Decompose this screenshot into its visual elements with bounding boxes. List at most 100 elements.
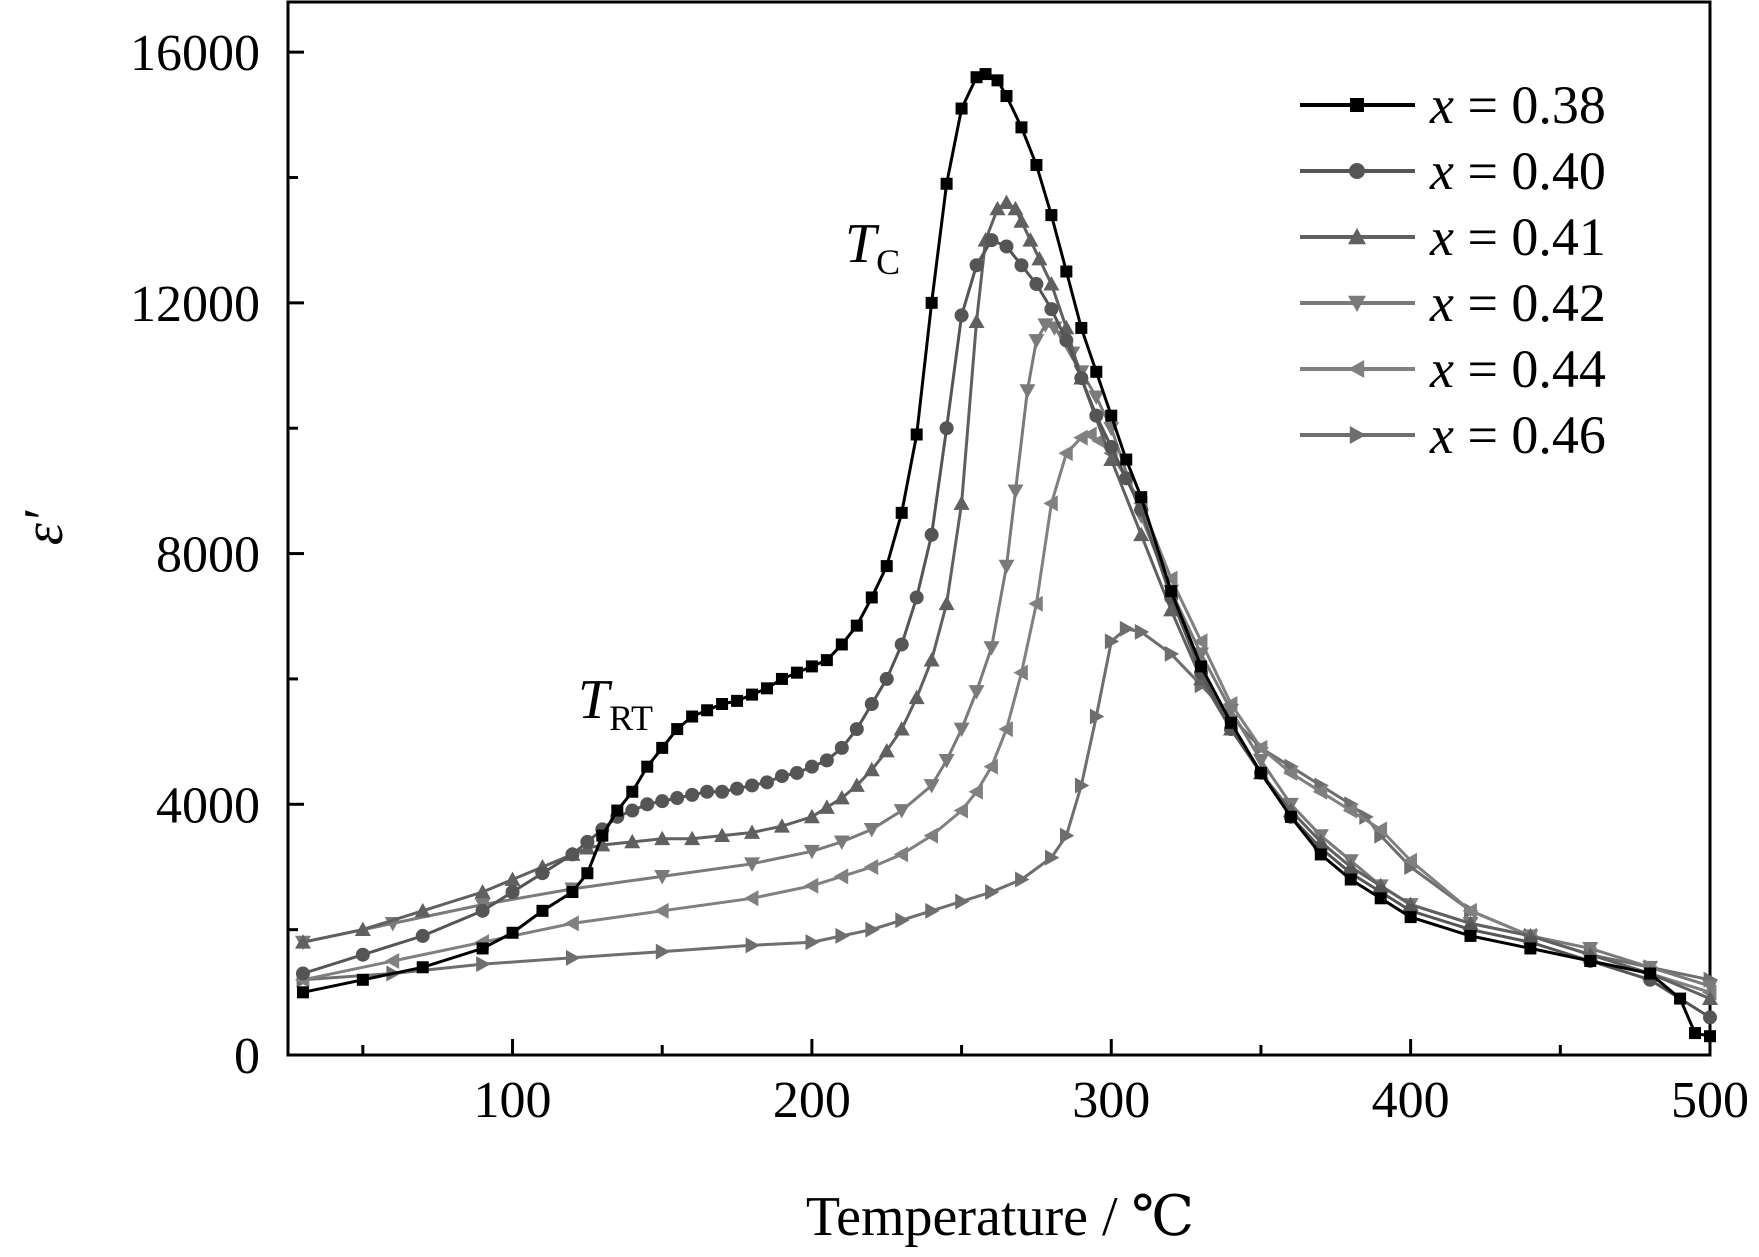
legend-marker [1350, 98, 1364, 112]
data-point [701, 704, 714, 717]
data-point [924, 527, 939, 542]
data-point [998, 721, 1013, 738]
data-point [686, 710, 699, 723]
data-point [759, 775, 774, 790]
legend-val: = 0.40 [1454, 141, 1606, 201]
data-point [1119, 620, 1135, 637]
data-point [1082, 426, 1097, 443]
data-point [833, 868, 849, 885]
data-point [989, 200, 1006, 216]
data-point [983, 641, 1000, 656]
y-tick-label: 4000 [156, 777, 260, 834]
data-point [580, 834, 595, 849]
legend-var: x [1429, 75, 1454, 135]
data-point [938, 754, 955, 769]
data-point [1059, 827, 1075, 844]
data-point [1312, 783, 1328, 800]
data-point [1163, 570, 1178, 587]
legend-var: x [1429, 207, 1454, 267]
data-point [773, 818, 790, 833]
data-point [803, 844, 820, 860]
data-point [938, 595, 955, 611]
data-point [953, 802, 968, 819]
data-point [626, 785, 639, 798]
data-point [611, 804, 624, 817]
data-point [354, 921, 371, 937]
data-point [1584, 954, 1597, 967]
data-point [716, 698, 729, 710]
annotation-tc: TC [845, 213, 900, 282]
data-point [863, 858, 879, 875]
data-point [910, 428, 923, 441]
data-point [475, 903, 490, 918]
data-point [744, 890, 759, 907]
data-point [1225, 716, 1238, 729]
data-point [700, 784, 715, 799]
data-point [893, 846, 909, 863]
data-point [833, 790, 850, 805]
data-point [746, 688, 759, 701]
data-point [1014, 258, 1029, 273]
data-point [1013, 213, 1030, 228]
data-point [505, 885, 520, 900]
data-point [968, 685, 985, 700]
data-point [1359, 808, 1374, 825]
legend-label: x = 0.40 [1429, 141, 1606, 201]
legend-val: = 0.44 [1454, 339, 1606, 399]
data-point [1013, 664, 1028, 681]
data-point [671, 723, 684, 736]
data-point [656, 741, 669, 754]
data-point [476, 942, 489, 955]
data-point [625, 803, 640, 818]
data-point [835, 638, 848, 651]
y-tick-label: 0 [234, 1028, 260, 1085]
data-point [476, 956, 491, 973]
data-point [833, 835, 850, 850]
data-point [384, 952, 400, 969]
data-point [715, 784, 730, 799]
data-point [506, 926, 519, 939]
data-point [878, 743, 895, 758]
annotation-trt: TRT [578, 669, 653, 738]
data-point [908, 689, 925, 705]
data-point [1119, 471, 1134, 486]
data-point [953, 495, 970, 510]
series-038 [296, 68, 1716, 1043]
data-point [685, 787, 700, 802]
x-tick-label: 200 [773, 1072, 851, 1129]
data-point [1104, 633, 1120, 650]
data-point [295, 966, 310, 981]
data-point [730, 781, 745, 796]
annotation-tc-sub: C [876, 242, 900, 282]
data-point [731, 694, 744, 707]
data-point [895, 912, 910, 929]
y-axis-title: ε′ [13, 510, 75, 545]
data-point [789, 765, 804, 780]
data-point [985, 884, 1000, 901]
legend-val: = 0.42 [1454, 273, 1606, 333]
data-point [820, 654, 833, 667]
data-point [294, 934, 311, 949]
data-point [1223, 703, 1240, 719]
data-point [670, 791, 685, 806]
data-point [416, 961, 429, 974]
data-point [1105, 409, 1118, 422]
data-point [774, 769, 789, 784]
data-point [1000, 90, 1013, 103]
data-point [1030, 158, 1043, 171]
data-point [1089, 408, 1104, 423]
data-point [1043, 495, 1058, 512]
data-point [923, 827, 939, 844]
data-point [745, 778, 760, 793]
data-point [1674, 992, 1687, 1005]
data-point [1524, 942, 1537, 955]
data-point [1031, 250, 1048, 266]
annotation-trt-sub: RT [609, 698, 653, 738]
data-point [1104, 440, 1119, 455]
data-point [714, 827, 731, 843]
data-point [1193, 647, 1210, 662]
data-point [850, 619, 863, 632]
data-point [1045, 209, 1058, 222]
data-point [536, 904, 549, 917]
